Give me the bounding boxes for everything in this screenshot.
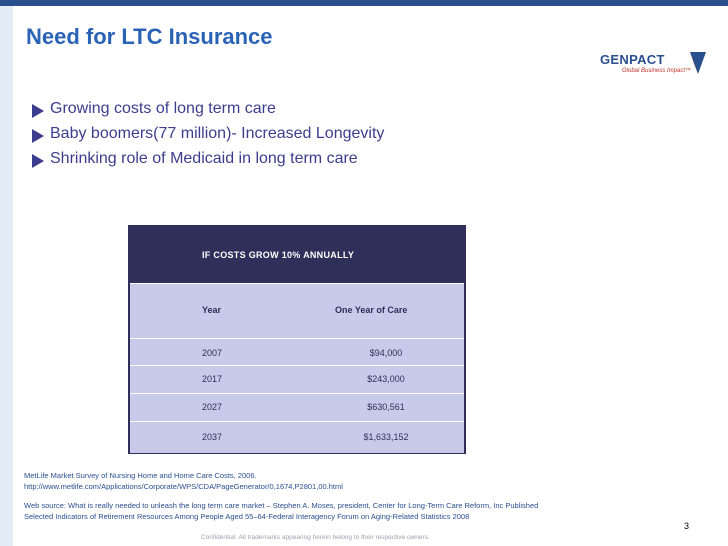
source-citation-metlife: MetLife Market Survey of Nursing Home an… <box>24 470 343 492</box>
bullet-text: Baby boomers(77 million)- Increased Long… <box>50 125 385 142</box>
confidential-footer: Confidential. All trademarks appearing h… <box>201 534 430 541</box>
source-citation-web: Web source: What is really needed to unl… <box>24 500 538 522</box>
table-row: 2007 $94,000 <box>130 338 464 366</box>
row-cost: $630,561 <box>367 402 405 412</box>
slide-title: Need for LTC Insurance <box>26 24 273 49</box>
bullet-item: Baby boomers(77 million)- Increased Long… <box>32 125 384 150</box>
row-year: 2037 <box>202 432 223 442</box>
table-row: 2017 $243,000 <box>130 365 464 394</box>
bullet-list: Growing costs of long term care Baby boo… <box>32 100 384 175</box>
row-year: 2027 <box>202 402 223 412</box>
table-row: 2037 $1,633,152 <box>130 421 464 453</box>
bullet-text: Growing costs of long term care <box>50 100 276 117</box>
bullet-item: Growing costs of long term care <box>32 100 384 125</box>
top-accent-bar <box>0 0 728 6</box>
table-column-headers: Year One Year of Care <box>130 283 464 339</box>
row-year: 2017 <box>202 374 223 384</box>
logo-tagline: Global Business Impact™ <box>622 68 692 74</box>
bullet-text: Shrinking role of Medicaid in long term … <box>50 150 358 167</box>
source-line: Selected Indicators of Retirement Resour… <box>24 512 470 521</box>
row-cost: $94,000 <box>369 348 403 358</box>
table-header-text: IF COSTS GROW 10% ANNUALLY <box>202 250 355 260</box>
row-cost: $1,633,152 <box>363 432 409 442</box>
bullet-triangle-icon <box>32 129 44 143</box>
column-header-cost: One Year of Care <box>335 305 408 315</box>
column-header-year: Year <box>202 305 222 315</box>
table-header: IF COSTS GROW 10% ANNUALLY <box>130 227 464 283</box>
genpact-logo: GENPACT Global Business Impact™ <box>600 50 710 78</box>
page-number: 3 <box>684 521 690 531</box>
cost-table: IF COSTS GROW 10% ANNUALLY Year One Year… <box>128 225 466 454</box>
bullet-triangle-icon <box>32 154 44 168</box>
row-year: 2007 <box>202 348 223 358</box>
logo-name: GENPACT <box>600 52 665 67</box>
source-line: Web source: What is really needed to unl… <box>24 501 539 510</box>
left-accent-bar <box>0 6 13 546</box>
bullet-item: Shrinking role of Medicaid in long term … <box>32 150 384 175</box>
bullet-triangle-icon <box>32 104 44 118</box>
genpact-logo-mark-icon <box>690 52 706 74</box>
table-row: 2027 $630,561 <box>130 393 464 422</box>
source-url: http://www.metlife.com/Applications/Corp… <box>24 482 343 491</box>
source-line: MetLife Market Survey of Nursing Home an… <box>24 471 257 480</box>
row-cost: $243,000 <box>367 374 405 384</box>
